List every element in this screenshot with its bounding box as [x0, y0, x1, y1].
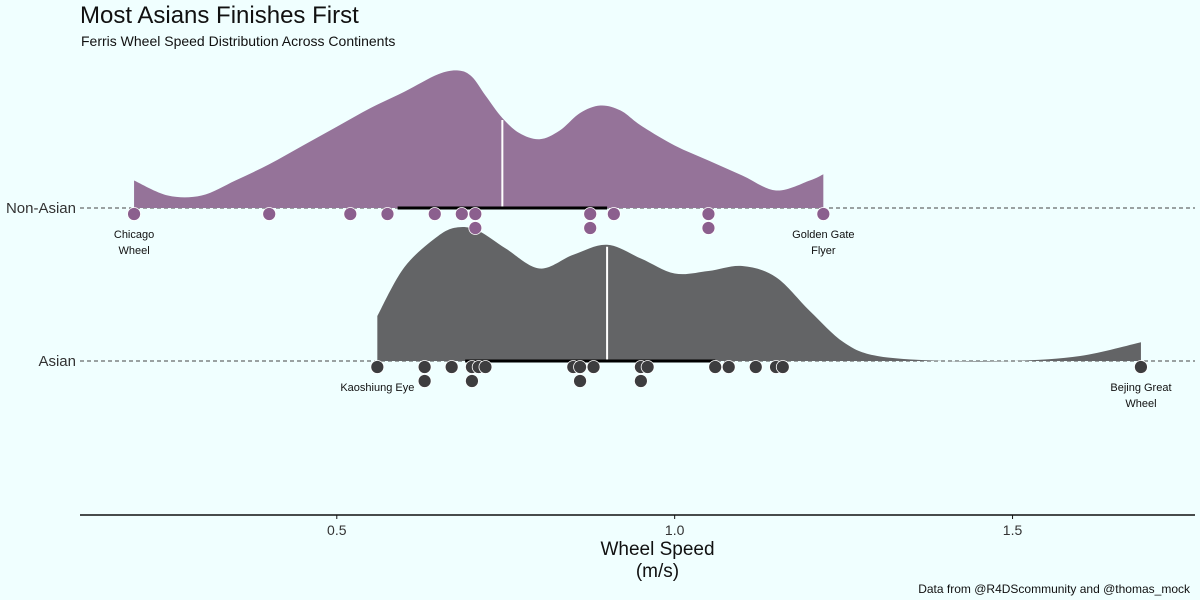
- data-point-asian: [444, 360, 459, 374]
- chart-title: Most Asians Finishes First: [80, 2, 359, 29]
- data-point-asian: [633, 374, 648, 388]
- data-point-non-asian: [468, 221, 483, 235]
- data-point-non-asian: [583, 207, 598, 221]
- data-point-asian: [640, 360, 655, 374]
- chart-subtitle: Ferris Wheel Speed Distribution Across C…: [81, 33, 396, 49]
- data-point-asian: [417, 374, 432, 388]
- data-point-asian: [478, 360, 493, 374]
- data-point-non-asian: [262, 207, 277, 221]
- point-label-golden-gate-flyer: Golden Gate Flyer: [792, 229, 854, 257]
- data-point-asian: [586, 360, 601, 374]
- data-point-asian: [417, 360, 432, 374]
- data-point-asian: [370, 360, 385, 374]
- data-point-non-asian: [701, 221, 716, 235]
- category-label-non-asian: Non-Asian: [6, 200, 76, 217]
- data-point-non-asian: [380, 207, 395, 221]
- density-asian: [377, 226, 1141, 362]
- x-tick-label: 0.5: [327, 522, 347, 538]
- x-tick-label: 1.5: [1003, 522, 1023, 538]
- point-label-chicago-wheel: Chicago Wheel: [114, 229, 154, 257]
- point-label-kaoshiung-eye: Kaoshiung Eye: [340, 382, 414, 394]
- data-point-non-asian: [427, 207, 442, 221]
- data-point-non-asian: [468, 207, 483, 221]
- data-point-asian: [721, 360, 736, 374]
- data-point-non-asian: [606, 207, 621, 221]
- data-point-asian: [465, 374, 479, 388]
- data-point-asian: [748, 360, 763, 374]
- data-point-asian: [708, 360, 723, 374]
- data-point-asian: [1134, 360, 1148, 374]
- x-axis-title: Wheel Speed (m/s): [600, 539, 714, 582]
- data-point-non-asian: [583, 221, 598, 235]
- point-label-bejing-great-wheel: Bejing Great Wheel: [1110, 382, 1171, 410]
- data-point-non-asian: [816, 207, 831, 221]
- data-point-asian: [775, 360, 790, 374]
- category-label-asian: Asian: [38, 353, 76, 370]
- data-point-non-asian: [127, 207, 141, 221]
- data-point-non-asian: [701, 207, 716, 221]
- density-non-asian: [134, 70, 824, 208]
- chart-caption: Data from @R4DScommunity and @thomas_moc…: [918, 582, 1190, 596]
- data-point-non-asian: [454, 207, 469, 221]
- data-point-non-asian: [343, 207, 358, 221]
- data-point-asian: [573, 360, 587, 374]
- data-point-asian: [573, 374, 587, 388]
- x-tick-label: 1.0: [665, 522, 685, 538]
